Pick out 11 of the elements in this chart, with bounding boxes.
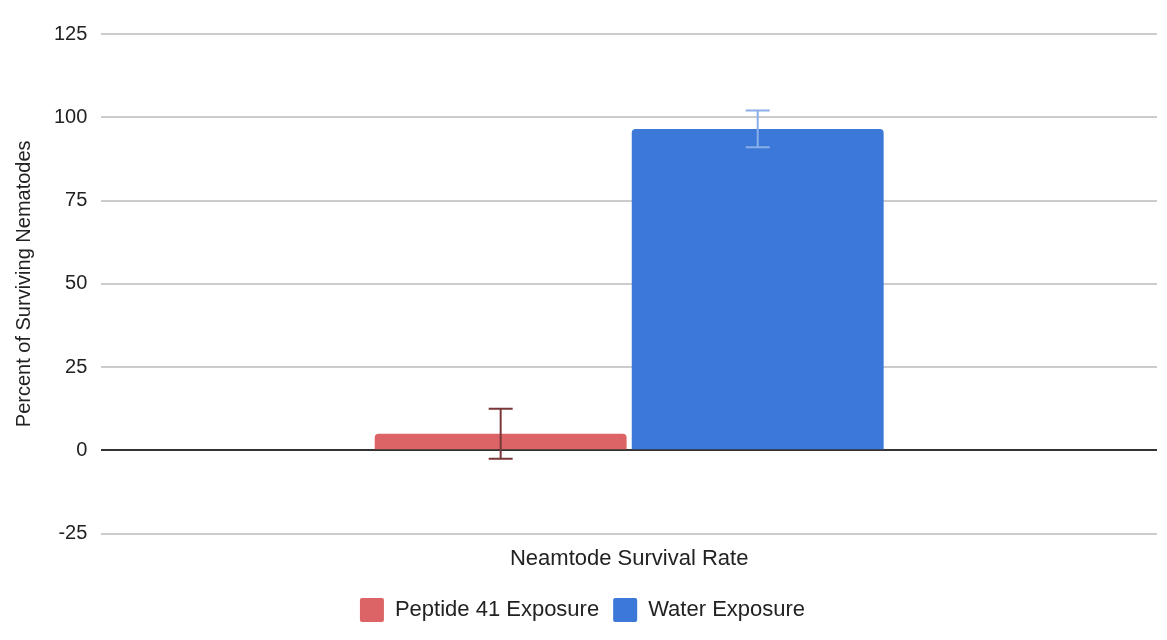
y-tick-label: 100	[53, 104, 88, 127]
legend-label: Peptide 41 Exposure	[394, 596, 600, 622]
y-axis-title: Percent of Surviving Nematodes	[11, 140, 34, 428]
y-tick-label: 125	[53, 21, 88, 44]
y-tick-label: 50	[65, 271, 88, 294]
y-tick-label: -25	[58, 521, 88, 544]
y-tick-label: 25	[65, 354, 88, 377]
x-tick-label: Neamtode Survival Rate	[509, 544, 749, 570]
y-tick-label: 0	[76, 437, 88, 460]
y-tick-label: 75	[65, 188, 88, 211]
legend-label: Water Exposure	[648, 596, 806, 622]
